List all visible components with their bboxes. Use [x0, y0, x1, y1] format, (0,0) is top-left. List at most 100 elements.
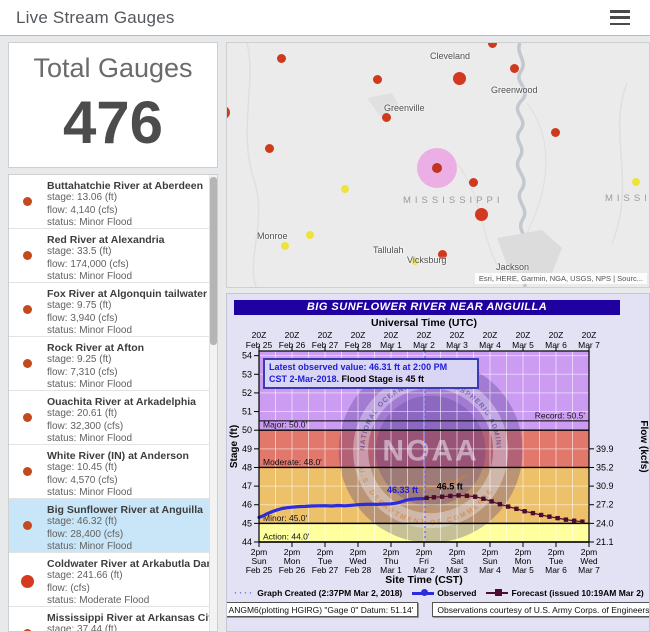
- gauge-status-dot-icon: [23, 197, 32, 206]
- svg-text:Stage (ft): Stage (ft): [229, 425, 240, 468]
- gauge-name: Red River at Alexandria: [47, 234, 165, 246]
- chart-legend: ···· Graph Created (2:37PM Mar 2, 2018) …: [227, 588, 649, 598]
- svg-text:48: 48: [242, 462, 252, 472]
- map-gauge-marker[interactable]: [509, 63, 519, 73]
- svg-text:Mar 3: Mar 3: [446, 565, 468, 575]
- svg-text:Thu: Thu: [384, 556, 399, 566]
- svg-text:39.9: 39.9: [596, 444, 614, 454]
- map-gauge-marker[interactable]: [372, 74, 382, 84]
- svg-text:20Z: 20Z: [516, 330, 531, 340]
- gauge-detail: status: Minor Flood: [47, 217, 133, 228]
- map-attribution: Esri, HERE, Garmin, NGA, USGS, NPS | Sou…: [474, 273, 647, 284]
- svg-text:20Z: 20Z: [384, 330, 399, 340]
- urban-area: [497, 230, 562, 278]
- svg-text:20Z: 20Z: [549, 330, 564, 340]
- gauge-list-item[interactable]: Rock River at Afton stage: 9.25 (ft) flow:…: [9, 337, 217, 391]
- svg-text:21.1: 21.1: [596, 537, 614, 547]
- gauge-list: Buttahatchie River at Aberdeen stage: 13.…: [8, 174, 218, 632]
- map-gauge-marker[interactable]: [341, 185, 349, 193]
- gauge-list-item[interactable]: Coldwater River at Arkabutla Dam stage: 2…: [9, 553, 217, 607]
- gauge-detail: status: Minor Flood: [47, 487, 133, 498]
- svg-text:47: 47: [242, 481, 252, 491]
- gauge-status-dot-icon: [21, 575, 34, 588]
- map-gauge-marker[interactable]: [264, 143, 274, 153]
- map-gauge-marker[interactable]: [381, 112, 391, 122]
- svg-text:35.2: 35.2: [596, 462, 614, 472]
- gauge-detail: status: Minor Flood: [47, 379, 133, 390]
- list-scrollbar[interactable]: [209, 175, 217, 631]
- svg-text:Sun: Sun: [482, 556, 497, 566]
- svg-text:24.0: 24.0: [596, 518, 614, 528]
- svg-text:46.33 ft: 46.33 ft: [387, 485, 418, 495]
- gauge-list-item[interactable]: Fox River at Algonquin tailwater stage: 9…: [9, 283, 217, 337]
- svg-text:20Z: 20Z: [483, 330, 498, 340]
- svg-text:20Z: 20Z: [450, 330, 465, 340]
- map-city-label: Cleveland: [430, 51, 471, 61]
- app-header: Live Stream Gauges: [0, 0, 650, 36]
- map-gauge-marker[interactable]: [487, 43, 497, 48]
- svg-text:Mar 1: Mar 1: [380, 565, 402, 575]
- svg-text:Mar 1: Mar 1: [380, 340, 402, 350]
- gauge-list-item[interactable]: Buttahatchie River at Aberdeen stage: 13.…: [9, 175, 217, 229]
- map-gauge-marker[interactable]: [468, 177, 478, 187]
- svg-text:20Z: 20Z: [318, 330, 333, 340]
- gauge-status-dot-icon: [23, 629, 32, 631]
- gauge-list-item[interactable]: Big Sunflower River at Anguilla stage: 46…: [9, 499, 217, 553]
- gauge-list-item[interactable]: Red River at Alexandria stage: 33.5 (ft) f…: [9, 229, 217, 283]
- legend-forecast: Forecast (issued 10:19AM Mar 2): [486, 588, 644, 598]
- gauge-detail: flow: 32,300 (cfs): [47, 420, 124, 432]
- map-gauge-marker[interactable]: [452, 71, 466, 85]
- svg-text:45: 45: [242, 518, 252, 528]
- gauge-list-item[interactable]: Mississippi River at Arkansas City stage:…: [9, 607, 217, 631]
- gauge-status-dot-icon: [23, 305, 32, 314]
- svg-text:20Z: 20Z: [417, 330, 432, 340]
- chart-title-banner: BIG SUNFLOWER RIVER NEAR ANGUILLA: [234, 300, 620, 315]
- svg-text:Tue: Tue: [549, 556, 564, 566]
- map-gauge-marker[interactable]: [437, 249, 447, 259]
- map-gauge-marker[interactable]: [411, 257, 419, 265]
- svg-text:Sat: Sat: [451, 556, 464, 566]
- map-gauge-marker[interactable]: [474, 207, 488, 221]
- map-city-label: Vicksburg: [407, 255, 447, 265]
- menu-icon[interactable]: [610, 10, 630, 25]
- chart-cst-axis-title: Site Time (CST): [385, 574, 463, 586]
- map-gauge-marker[interactable]: [227, 105, 230, 119]
- list-scrollbar-thumb[interactable]: [209, 177, 217, 345]
- gauge-detail: flow: 4,570 (cfs): [47, 474, 118, 486]
- gauge-detail: stage: 13.06 (ft): [47, 192, 118, 203]
- svg-text:Feb 27: Feb 27: [312, 565, 339, 575]
- map-gauge-marker[interactable]: [550, 127, 560, 137]
- gauge-list-item[interactable]: White River (IN) at Anderson stage: 10.45…: [9, 445, 217, 499]
- gauge-detail: stage: 241.66 (ft): [47, 570, 123, 581]
- svg-text:27.2: 27.2: [596, 500, 614, 510]
- hydrograph-panel: BIG SUNFLOWER RIVER NEAR ANGUILLA Univer…: [226, 293, 650, 632]
- gauge-name: Fox River at Algonquin tailwater: [47, 288, 208, 300]
- map[interactable]: Cleveland Greenwood Greenville Monroe Tallul…: [226, 42, 650, 288]
- gauge-detail: status: Minor Flood: [47, 325, 133, 336]
- svg-text:Mar 6: Mar 6: [545, 565, 567, 575]
- map-gauge-marker[interactable]: [281, 242, 289, 250]
- svg-text:Feb 25: Feb 25: [246, 340, 273, 350]
- svg-text:51: 51: [242, 407, 252, 417]
- svg-text:Feb 28: Feb 28: [345, 565, 372, 575]
- observed-line-sample-icon: [412, 589, 435, 596]
- svg-text:Record: 50.5': Record: 50.5': [535, 410, 586, 420]
- svg-text:54: 54: [242, 351, 252, 361]
- map-gauge-marker[interactable]: [306, 231, 314, 239]
- gauge-detail: flow: 3,940 (cfs): [47, 312, 118, 324]
- svg-text:Fri: Fri: [419, 556, 429, 566]
- gauge-status-dot-icon: [23, 467, 32, 476]
- gauge-list-item[interactable]: Ouachita River at Arkadelphia stage: 20.6…: [9, 391, 217, 445]
- gauge-name: Buttahatchie River at Aberdeen: [47, 180, 203, 192]
- svg-text:2pm: 2pm: [317, 547, 334, 557]
- svg-text:Mar 7: Mar 7: [578, 340, 600, 350]
- svg-text:2pm: 2pm: [548, 547, 565, 557]
- map-gauge-marker[interactable]: [632, 178, 640, 186]
- svg-text:20Z: 20Z: [351, 330, 366, 340]
- selected-gauge-marker[interactable]: [432, 163, 442, 173]
- svg-text:Feb 26: Feb 26: [279, 565, 306, 575]
- gage-datum-note: ANGM6(plotting HGIRG) "Gage 0" Datum: 51…: [227, 602, 419, 617]
- map-gauge-marker[interactable]: [276, 53, 286, 63]
- svg-text:2pm: 2pm: [482, 547, 499, 557]
- map-city-label: Monroe: [257, 231, 288, 241]
